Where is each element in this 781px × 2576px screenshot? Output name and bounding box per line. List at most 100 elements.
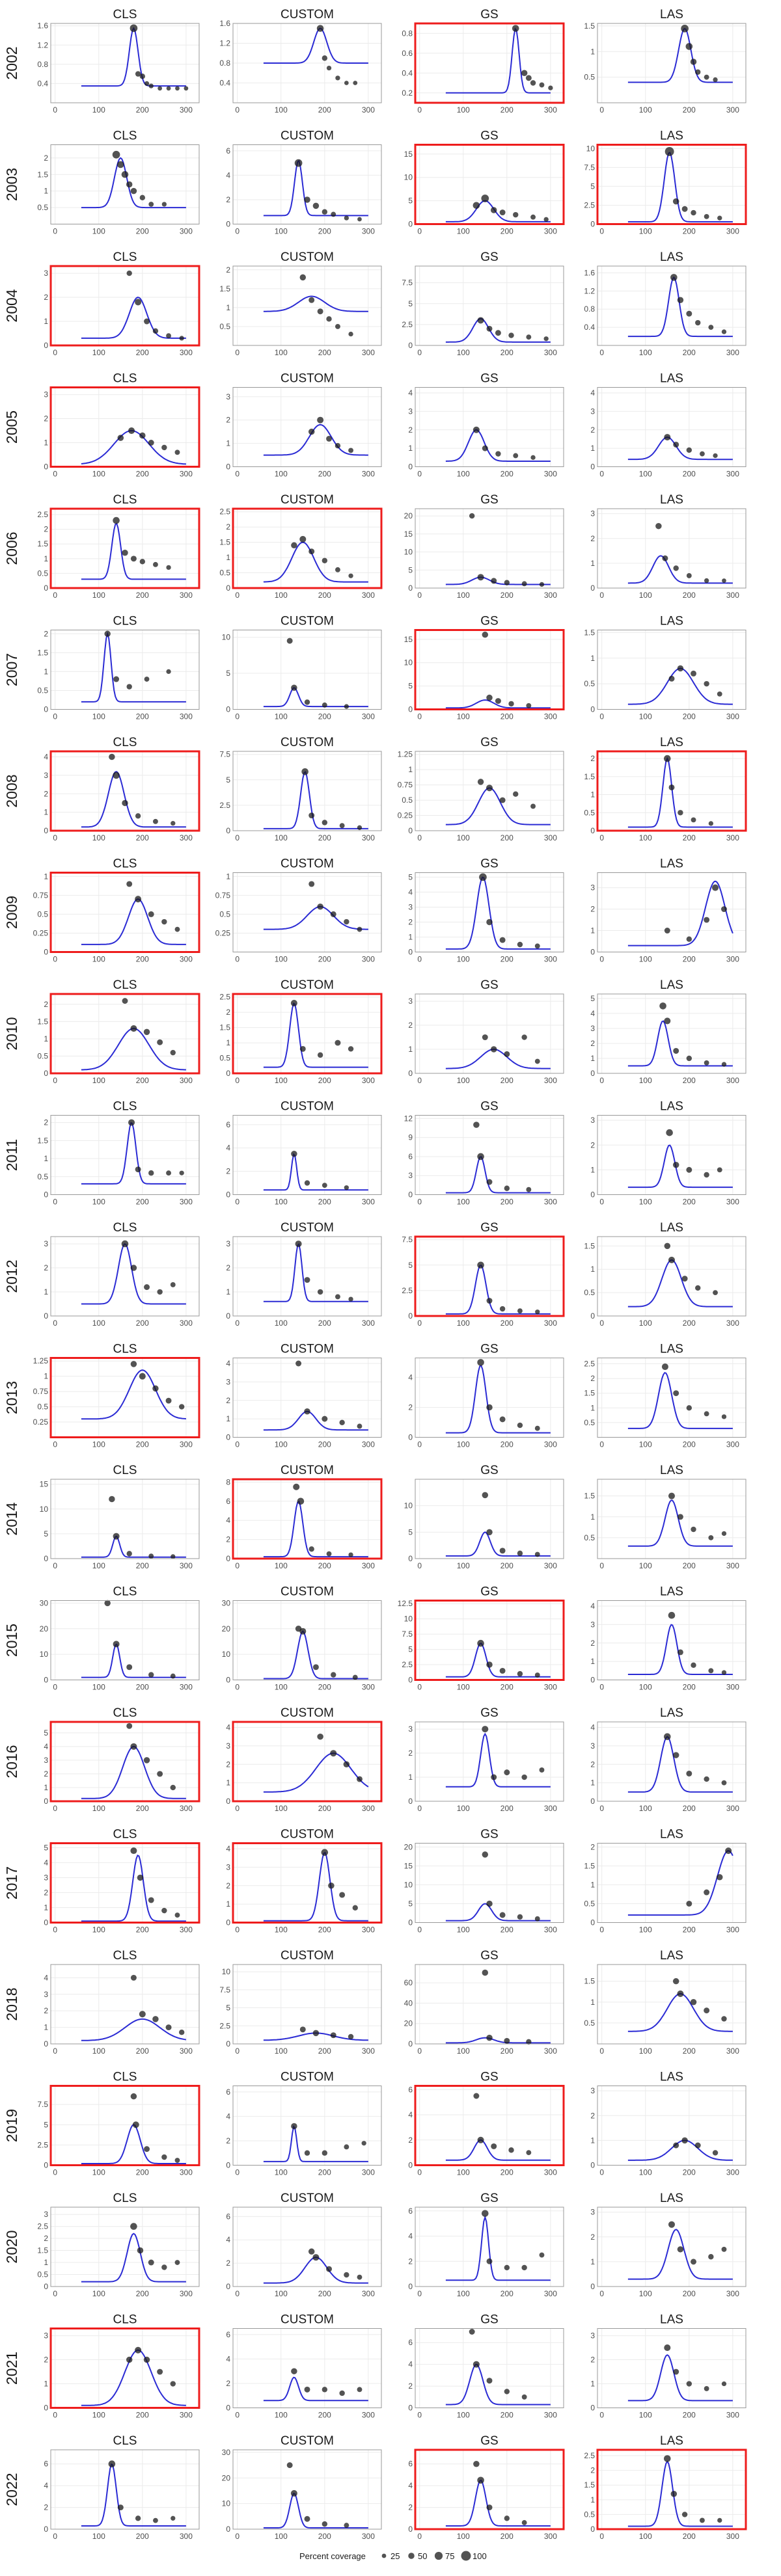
x-tick-label: 300 — [726, 105, 739, 114]
data-point — [126, 1551, 132, 1557]
x-tick-label: 0 — [599, 1319, 604, 1328]
data-point — [299, 1045, 306, 1052]
data-point — [348, 448, 353, 453]
y-tick-label: 20 — [404, 511, 413, 520]
data-point — [664, 2344, 671, 2352]
x-tick-label: 300 — [362, 1804, 375, 1813]
panel-frame — [597, 265, 747, 346]
panel-frame — [597, 1843, 747, 1923]
highlight-frame — [596, 750, 747, 832]
data-point — [495, 451, 501, 457]
data-point — [482, 445, 488, 451]
data-point — [673, 1047, 679, 1054]
data-point — [708, 821, 714, 826]
x-tick-label: 200 — [500, 1561, 514, 1570]
panel-title: CLS — [113, 2071, 137, 2084]
data-point — [326, 316, 332, 322]
x-tick-label: 200 — [136, 1319, 149, 1328]
y-tick-label: 1.5 — [37, 539, 48, 548]
y-tick-label: 2 — [226, 1008, 230, 1017]
data-point — [473, 426, 480, 433]
x-tick-label: 300 — [180, 1804, 193, 1813]
fit-curve — [627, 152, 733, 222]
data-point — [691, 1662, 696, 1669]
x-tick-label: 300 — [180, 1440, 193, 1449]
data-point — [490, 1046, 497, 1053]
fit-curve — [627, 757, 733, 828]
y-tick-label: 0 — [408, 1069, 413, 1078]
panel-frame — [50, 1236, 200, 1317]
x-tick-label: 200 — [683, 712, 696, 721]
panel-title: CLS — [113, 1706, 137, 1720]
y-tick-label: 0 — [590, 220, 595, 229]
data-point — [126, 181, 133, 188]
panel-title: LAS — [660, 1706, 683, 1720]
panel-title: CLS — [113, 2192, 137, 2205]
data-point — [312, 2254, 320, 2261]
y-tick-label: 1.2 — [37, 40, 48, 49]
y-tick-label: 0.5 — [37, 686, 48, 695]
x-tick-label: 0 — [417, 1076, 422, 1085]
x-tick-label: 100 — [457, 2532, 470, 2541]
x-tick-label: 200 — [318, 1076, 331, 1085]
data-point — [144, 677, 150, 682]
highlight-frame — [49, 265, 200, 347]
data-point — [290, 1000, 297, 1007]
data-point — [482, 1034, 488, 1041]
row-label: 2013 — [3, 1381, 20, 1414]
panel-title: LAS — [660, 857, 683, 871]
data-point — [326, 435, 333, 442]
x-tick-label: 0 — [53, 1198, 57, 1207]
panel-frame — [597, 387, 747, 467]
panel-frame — [50, 23, 200, 103]
y-tick-label: 0.75 — [33, 1387, 49, 1396]
x-tick-label: 100 — [92, 2532, 105, 2541]
data-point — [530, 803, 536, 809]
data-point — [109, 753, 115, 760]
x-tick-label: 200 — [136, 955, 149, 964]
x-tick-label: 100 — [639, 227, 652, 236]
data-point — [139, 74, 146, 79]
y-tick-label: 0.8 — [219, 59, 230, 68]
y-tick-label: 1 — [408, 932, 413, 941]
panel-title: CLS — [113, 978, 137, 992]
data-point — [291, 1150, 297, 1157]
y-tick-label: 0.4 — [584, 323, 595, 332]
data-point — [299, 535, 307, 543]
y-tick-label: 2 — [44, 2006, 48, 2015]
legend-label: 100 — [473, 2551, 487, 2561]
data-point — [322, 1183, 327, 1188]
row-label: 2018 — [3, 1987, 20, 2020]
panel-frame — [597, 630, 747, 710]
y-tick-label: 20 — [222, 2473, 231, 2482]
data-point — [357, 825, 363, 830]
data-point — [539, 2252, 545, 2258]
x-tick-label: 0 — [417, 2289, 422, 2298]
data-point — [153, 2517, 158, 2523]
data-point — [286, 2462, 293, 2469]
data-point — [704, 2385, 709, 2391]
panel-title: CUSTOM — [281, 493, 334, 507]
data-point — [148, 440, 154, 446]
x-tick-label: 0 — [599, 105, 604, 114]
x-tick-label: 0 — [599, 1683, 604, 1692]
data-point — [104, 1600, 111, 1607]
data-point — [126, 2356, 133, 2363]
data-point — [473, 202, 480, 209]
panel-frame — [597, 1600, 747, 1680]
data-point — [312, 2030, 320, 2037]
y-tick-label: 10 — [404, 1501, 413, 1510]
x-tick-label: 0 — [235, 1683, 240, 1692]
x-tick-label: 100 — [639, 348, 652, 357]
panel-title: CUSTOM — [281, 1949, 334, 1963]
panel-title: CLS — [113, 736, 137, 749]
data-point — [477, 574, 484, 581]
x-tick-label: 200 — [318, 2046, 331, 2056]
data-point — [344, 919, 349, 925]
